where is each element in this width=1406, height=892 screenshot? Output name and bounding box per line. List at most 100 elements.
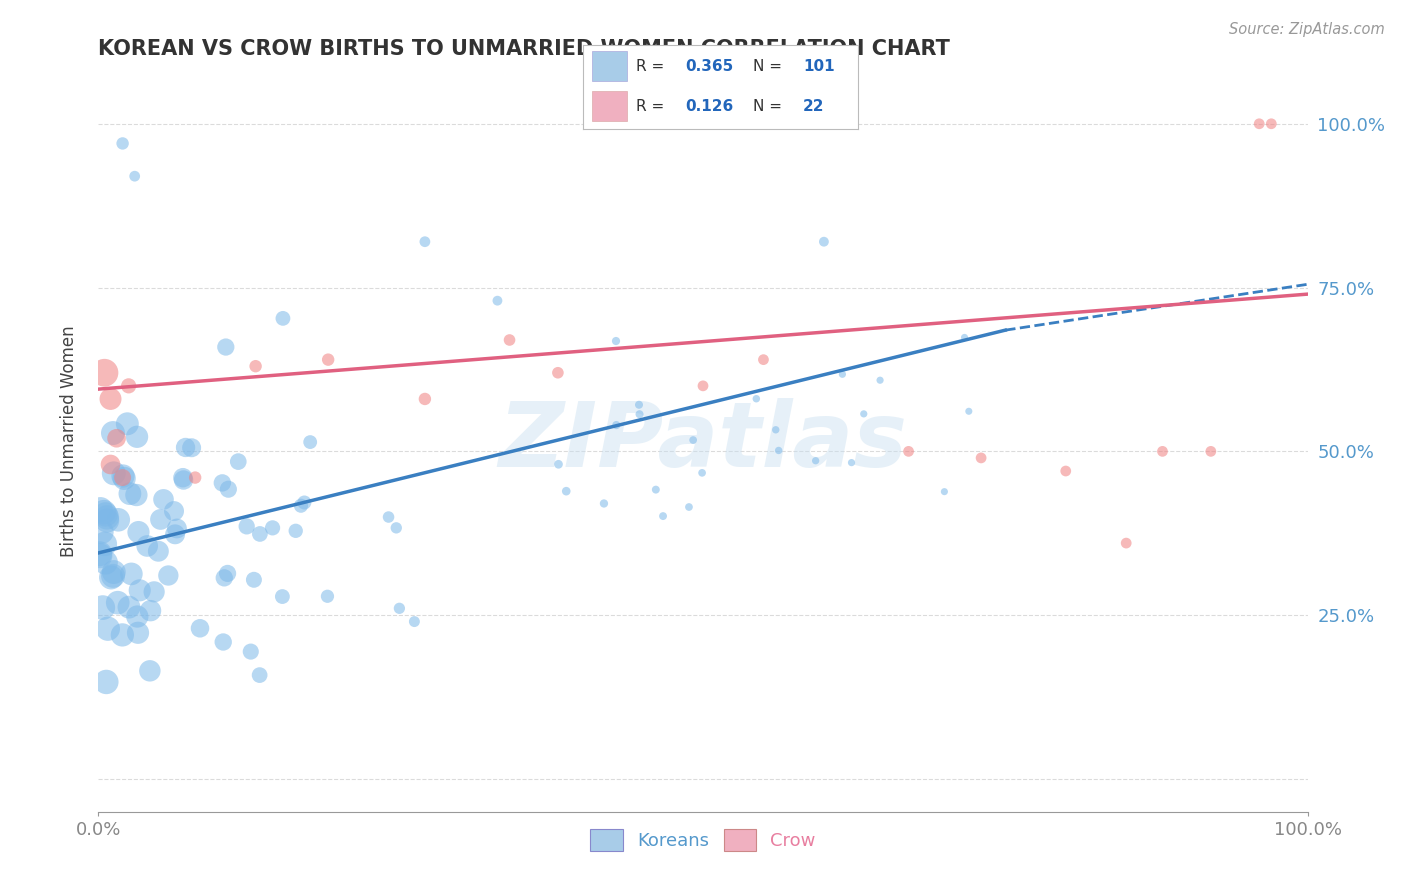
Point — [869, 373, 891, 387]
Point — [127, 524, 149, 539]
Point — [377, 510, 399, 524]
Text: R =: R = — [636, 99, 664, 114]
Point — [97, 622, 120, 636]
Point — [1199, 444, 1222, 458]
Point — [413, 235, 436, 249]
Point — [644, 483, 666, 497]
Point — [103, 565, 125, 579]
Point — [107, 513, 129, 527]
Point — [149, 512, 172, 526]
Point — [91, 600, 114, 615]
Point — [94, 556, 117, 570]
Point — [152, 492, 174, 507]
Point — [284, 524, 307, 538]
Point — [157, 568, 180, 582]
Point — [486, 293, 509, 308]
Bar — [592, 91, 627, 120]
Point — [172, 471, 194, 485]
Point — [299, 435, 322, 450]
Point — [125, 430, 148, 444]
Point — [212, 635, 235, 649]
Point — [173, 473, 195, 487]
Point — [243, 573, 266, 587]
Point — [249, 668, 271, 682]
Point — [239, 644, 262, 658]
Point — [745, 392, 768, 406]
Point — [127, 625, 149, 640]
Point — [96, 510, 118, 524]
Point — [765, 423, 787, 437]
Point — [139, 604, 162, 618]
Point — [813, 235, 835, 249]
Point — [96, 675, 118, 690]
Point — [605, 418, 627, 433]
Point — [217, 482, 239, 496]
Point — [163, 504, 186, 518]
Point — [547, 457, 569, 471]
Point — [100, 570, 122, 584]
Point — [105, 431, 128, 445]
Point — [111, 136, 134, 151]
Text: KOREAN VS CROW BIRTHS TO UNMARRIED WOMEN CORRELATION CHART: KOREAN VS CROW BIRTHS TO UNMARRIED WOMEN… — [98, 38, 950, 59]
Point — [184, 470, 207, 484]
Text: R =: R = — [636, 59, 664, 74]
Point — [262, 521, 284, 535]
Point — [682, 433, 704, 447]
Point — [1260, 117, 1282, 131]
Point — [1152, 444, 1174, 458]
Point — [692, 379, 714, 393]
Point — [118, 600, 141, 615]
Y-axis label: Births to Unmarried Women: Births to Unmarried Women — [60, 326, 79, 558]
Point — [628, 407, 651, 421]
Point — [89, 547, 111, 561]
Point — [100, 458, 122, 472]
Point — [970, 450, 993, 465]
Point — [127, 609, 149, 624]
Point — [953, 330, 976, 344]
Point — [188, 621, 211, 635]
Point — [211, 475, 233, 490]
Text: N =: N = — [754, 59, 783, 74]
Point — [111, 469, 134, 483]
Point — [498, 333, 520, 347]
Point — [96, 513, 118, 527]
Point — [316, 589, 339, 603]
Point — [215, 340, 238, 354]
Point — [555, 484, 578, 499]
Point — [1054, 464, 1077, 478]
Text: 0.126: 0.126 — [685, 99, 733, 114]
Point — [678, 500, 700, 514]
Point — [117, 417, 139, 431]
Point — [139, 664, 162, 678]
Point — [165, 527, 187, 541]
Point — [690, 466, 713, 480]
Point — [89, 502, 111, 516]
Point — [316, 352, 339, 367]
Point — [94, 537, 117, 551]
Bar — [592, 52, 627, 81]
Point — [1249, 117, 1271, 131]
Point — [934, 484, 956, 499]
Point — [136, 539, 159, 553]
Point — [752, 352, 775, 367]
Point — [249, 527, 271, 541]
Point — [103, 467, 125, 481]
Point — [290, 499, 312, 513]
Point — [593, 496, 616, 510]
Text: Source: ZipAtlas.com: Source: ZipAtlas.com — [1229, 22, 1385, 37]
Point — [831, 368, 853, 382]
Point — [413, 392, 436, 406]
Point — [128, 583, 150, 598]
Point — [120, 566, 142, 581]
Point — [125, 488, 148, 502]
Point — [214, 571, 236, 585]
Text: ZIPatlas: ZIPatlas — [499, 398, 907, 485]
Point — [100, 392, 122, 406]
Legend: Koreans, Crow: Koreans, Crow — [583, 822, 823, 858]
Point — [124, 169, 146, 184]
Point — [89, 549, 111, 563]
Point — [404, 615, 426, 629]
Point — [180, 441, 202, 455]
Point — [93, 505, 115, 519]
Point — [385, 521, 408, 535]
